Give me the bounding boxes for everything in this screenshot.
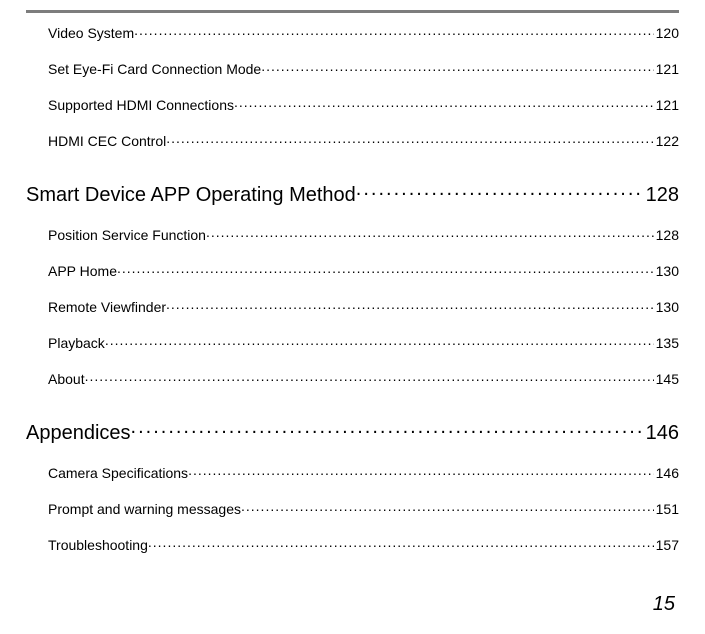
toc-label: Position Service Function: [48, 227, 206, 243]
toc-entry: APP Home 130: [48, 262, 679, 279]
toc-entry: Position Service Function 128: [48, 226, 679, 243]
toc-page: 145: [654, 371, 679, 387]
toc-entry: Set Eye-Fi Card Connection Mode 121: [48, 60, 679, 77]
toc-label: About: [48, 371, 85, 387]
toc-leader: [85, 370, 654, 384]
toc-heading-page: 128: [644, 184, 679, 207]
toc-entry: Camera Specifications 146: [48, 464, 679, 481]
toc-content: Video System 120 Set Eye-Fi Card Connect…: [26, 24, 679, 553]
toc-label: Video System: [48, 25, 134, 41]
toc-heading-label: Appendices: [26, 422, 131, 445]
toc-label: APP Home: [48, 263, 117, 279]
toc-label: Set Eye-Fi Card Connection Mode: [48, 61, 261, 77]
toc-label: Supported HDMI Connections: [48, 97, 234, 113]
toc-leader: [166, 298, 654, 312]
toc-leader: [131, 419, 644, 439]
toc-page: 121: [654, 61, 679, 77]
toc-entry: About 145: [48, 370, 679, 387]
toc-leader: [117, 262, 654, 276]
toc-label: Playback: [48, 335, 105, 351]
toc-heading: Smart Device APP Operating Method 128: [26, 181, 679, 207]
toc-page: 151: [654, 501, 679, 517]
toc-entry: HDMI CEC Control 122: [48, 132, 679, 149]
toc-label: Prompt and warning messages: [48, 501, 241, 517]
toc-heading-page: 146: [644, 422, 679, 445]
toc-label: Camera Specifications: [48, 465, 188, 481]
toc-entry: Playback 135: [48, 334, 679, 351]
toc-page: 128: [654, 227, 679, 243]
toc-label: Remote Viewfinder: [48, 299, 166, 315]
toc-leader: [148, 536, 654, 550]
toc-label: HDMI CEC Control: [48, 133, 166, 149]
toc-page: 122: [654, 133, 679, 149]
toc-leader: [206, 226, 654, 240]
top-rule: [26, 10, 679, 13]
toc-leader: [188, 464, 654, 478]
toc-leader: [234, 96, 654, 110]
toc-page: 146: [654, 465, 679, 481]
toc-page: 135: [654, 335, 679, 351]
toc-entry: Video System 120: [48, 24, 679, 41]
toc-heading: Appendices 146: [26, 419, 679, 445]
toc-page: 120: [654, 25, 679, 41]
toc-page: 130: [654, 263, 679, 279]
toc-label: Troubleshooting: [48, 537, 148, 553]
toc-leader: [134, 24, 654, 38]
toc-leader: [261, 60, 653, 74]
toc-page: 157: [654, 537, 679, 553]
toc-entry: Remote Viewfinder 130: [48, 298, 679, 315]
toc-leader: [241, 500, 654, 514]
toc-entry: Prompt and warning messages 151: [48, 500, 679, 517]
toc-heading-label: Smart Device APP Operating Method: [26, 184, 356, 207]
toc-entry: Troubleshooting 157: [48, 536, 679, 553]
toc-leader: [166, 132, 653, 146]
toc-page: 121: [654, 97, 679, 113]
toc-page: 130: [654, 299, 679, 315]
page-number: 15: [653, 593, 675, 616]
toc-leader: [356, 181, 644, 201]
toc-entry: Supported HDMI Connections 121: [48, 96, 679, 113]
toc-leader: [105, 334, 654, 348]
